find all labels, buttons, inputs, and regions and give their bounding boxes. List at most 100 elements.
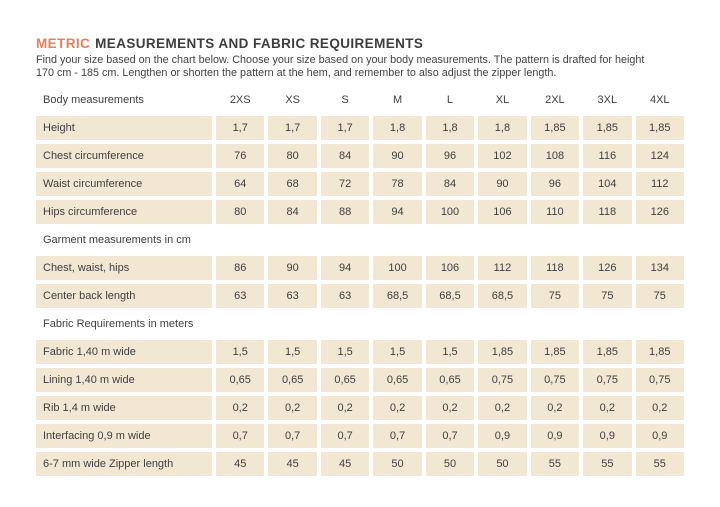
value-cell: 116 (583, 144, 632, 168)
page-title: METRIC MEASUREMENTS AND FABRIC REQUIREMEN… (36, 36, 684, 51)
value-cell: 45 (216, 452, 265, 476)
value-cell: 88 (320, 200, 370, 224)
table-row: Chest circumference 76 80 84 90 96 102 108 116 12… (36, 144, 684, 168)
row-label: Height (36, 116, 212, 140)
size-column-header: XL (495, 94, 510, 106)
value-cell: 106 (425, 256, 475, 280)
value-cell: 0,9 (478, 424, 527, 448)
value-cell: 63 (268, 284, 317, 308)
table-row: Waist circumference 64 68 72 78 84 90 96 104 112 (36, 172, 684, 196)
value-cell: 1,85 (583, 116, 632, 140)
value-cell: 80 (216, 200, 265, 224)
value-cell: 78 (373, 172, 422, 196)
value-cell: 1,85 (530, 340, 580, 364)
value-cell: 1,85 (583, 340, 632, 364)
value-cell: 1,5 (320, 340, 370, 364)
value-cell: 0,7 (216, 424, 265, 448)
value-cell: 84 (425, 172, 475, 196)
value-cell: 102 (478, 144, 527, 168)
value-cell: 1,85 (530, 116, 580, 140)
measurement-table: Body measurements 2XS XS S M L XL 2XL 3XL 4XL Heig… (36, 88, 684, 476)
value-cell: 68,5 (373, 284, 422, 308)
value-cell: 94 (320, 256, 370, 280)
value-cell: 118 (583, 200, 632, 224)
value-cell: 0,65 (216, 368, 265, 392)
value-cell: 68,5 (478, 284, 527, 308)
row-label: Lining 1,40 m wide (36, 368, 212, 392)
value-cell: 124 (635, 144, 684, 168)
value-cell: 76 (216, 144, 265, 168)
value-cell: 0,2 (530, 396, 580, 420)
value-cell: 126 (635, 200, 684, 224)
value-cell: 84 (268, 200, 317, 224)
value-cell: 108 (530, 144, 580, 168)
size-column-header: M (392, 94, 403, 106)
value-cell: 100 (425, 200, 475, 224)
value-cell: 0,75 (478, 368, 527, 392)
value-cell: 0,9 (583, 424, 632, 448)
intro-line-2: 170 cm - 185 cm. Lengthen or shorten the… (36, 67, 557, 79)
table-row: Interfacing 0,9 m wide 0,7 0,7 0,7 0,7 0,7 0,9… (36, 424, 684, 448)
value-cell: 68 (268, 172, 317, 196)
value-cell: 72 (320, 172, 370, 196)
value-cell: 90 (373, 144, 422, 168)
value-cell: 112 (478, 256, 527, 280)
intro-text: Find your size based on the chart below.… (36, 54, 684, 80)
value-cell: 1,5 (373, 340, 422, 364)
table-row: Lining 1,40 m wide 0,65 0,65 0,65 0,65 0,65 0,… (36, 368, 684, 392)
value-cell: 0,2 (320, 396, 370, 420)
value-cell: 96 (425, 144, 475, 168)
value-cell: 0,7 (373, 424, 422, 448)
value-cell: 1,8 (478, 116, 527, 140)
page-title-rest: MEASUREMENTS AND FABRIC REQUIREMENTS (95, 36, 424, 51)
value-cell: 84 (320, 144, 370, 168)
row-label: Chest, waist, hips (36, 256, 212, 280)
size-column-header: 2XS (229, 94, 251, 106)
value-cell: 45 (320, 452, 370, 476)
value-cell: 55 (583, 452, 632, 476)
value-cell: 0,2 (635, 396, 684, 420)
value-cell: 1,85 (635, 116, 684, 140)
value-cell: 0,2 (216, 396, 265, 420)
value-cell: 80 (268, 144, 317, 168)
value-cell: 0,7 (425, 424, 475, 448)
value-cell: 1,5 (216, 340, 265, 364)
value-cell: 0,2 (268, 396, 317, 420)
row-label: Chest circumference (36, 144, 212, 168)
value-cell: 1,8 (425, 116, 475, 140)
value-cell: 50 (373, 452, 422, 476)
value-cell: 0,75 (583, 368, 632, 392)
size-column-header: L (446, 94, 454, 106)
row-label: 6-7 mm wide Zipper length (36, 452, 212, 476)
value-cell: 100 (373, 256, 422, 280)
value-cell: 50 (478, 452, 527, 476)
value-cell: 0,75 (635, 368, 684, 392)
table-row: Chest, waist, hips 86 90 94 100 106 112 118 126 1… (36, 256, 684, 280)
table-row: Fabric 1,40 m wide 1,5 1,5 1,5 1,5 1,5 1,85 1,8… (36, 340, 684, 364)
value-cell: 0,2 (373, 396, 422, 420)
size-column-header: 3XL (597, 94, 618, 106)
value-cell: 0,65 (268, 368, 317, 392)
section-title-row: Fabric Requirements in meters (43, 318, 194, 330)
value-cell: 55 (530, 452, 580, 476)
value-cell: 0,7 (268, 424, 317, 448)
value-cell: 63 (216, 284, 265, 308)
value-cell: 96 (530, 172, 580, 196)
table-row: Rib 1,4 m wide 0,2 0,2 0,2 0,2 0,2 0,2 0,2 0,2 0,… (36, 396, 684, 420)
row-label: Interfacing 0,9 m wide (36, 424, 212, 448)
table-row: 6-7 mm wide Zipper length 45 45 45 50 50 50 55 5… (36, 452, 684, 476)
column-header-label: Body measurements (43, 94, 144, 106)
value-cell: 86 (216, 256, 265, 280)
value-cell: 104 (583, 172, 632, 196)
value-cell: 0,9 (635, 424, 684, 448)
value-cell: 0,65 (373, 368, 422, 392)
size-column-header: 4XL (649, 94, 670, 106)
row-label: Center back length (36, 284, 212, 308)
value-cell: 1,8 (373, 116, 422, 140)
value-cell: 1,7 (216, 116, 265, 140)
value-cell: 1,7 (268, 116, 317, 140)
value-cell: 0,9 (530, 424, 580, 448)
value-cell: 0,7 (320, 424, 370, 448)
table-row: Hips circumference 80 84 88 94 100 106 110 118 12… (36, 200, 684, 224)
